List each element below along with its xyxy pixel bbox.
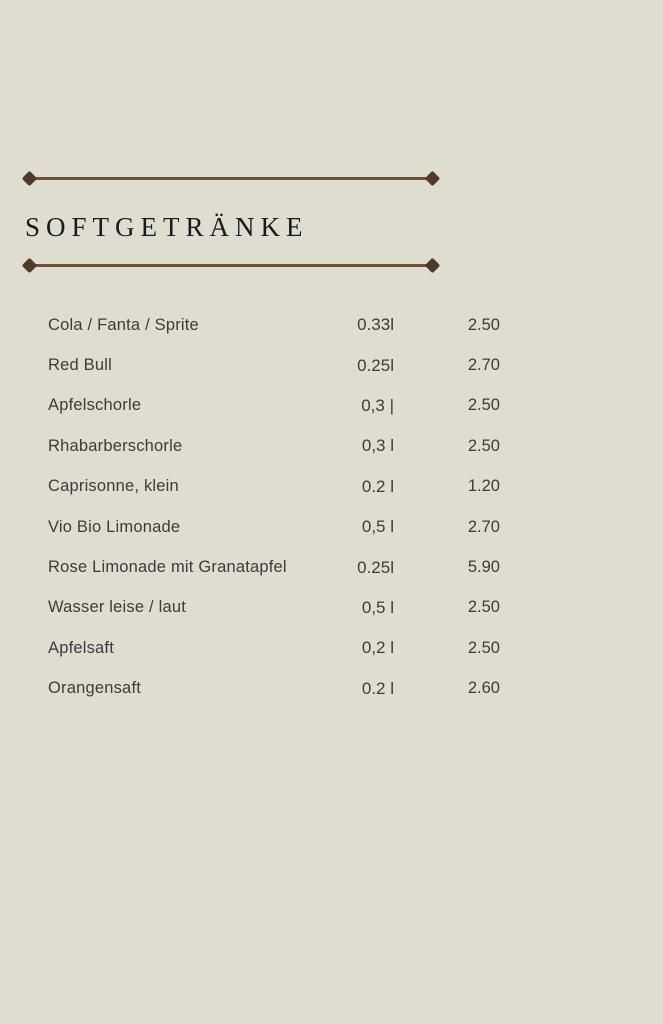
menu-item-size: 0.2 l bbox=[361, 678, 394, 698]
menu-item-price: 2.50 bbox=[467, 436, 500, 455]
menu-item-row: Apfelschorle 0,3 | 2.50 bbox=[48, 386, 500, 426]
menu-item-price: 2.50 bbox=[467, 396, 500, 415]
menu-item-size: 0.25l bbox=[357, 557, 394, 577]
page-title: SOFTGETRÄNKE bbox=[25, 212, 309, 243]
menu-item-size: 0.2 l bbox=[361, 476, 394, 496]
menu-item-size: 0,3 l bbox=[361, 436, 394, 456]
menu-item-row: Rhabarberschorle 0,3 l 2.50 bbox=[48, 426, 500, 466]
menu-item-name: Caprisonne, klein bbox=[48, 477, 179, 496]
rule-line bbox=[32, 264, 430, 267]
menu-item-size: 0,5 l bbox=[361, 597, 394, 617]
menu-item-row: Orangensaft 0.2 l 2.60 bbox=[48, 669, 500, 709]
menu-item-size: 0.25l bbox=[357, 355, 394, 375]
menu-item-name: Apfelsaft bbox=[48, 638, 115, 657]
menu-item-name: Cola / Fanta / Sprite bbox=[48, 315, 199, 334]
menu-item-price: 2.50 bbox=[467, 638, 500, 657]
menu-list: Cola / Fanta / Sprite 0.33l 2.50 Red Bul… bbox=[48, 305, 500, 709]
menu-item-price: 2.50 bbox=[467, 598, 500, 617]
diamond-ornament-left bbox=[21, 170, 38, 187]
menu-item-name: Apfelschorle bbox=[48, 396, 142, 415]
menu-item-name: Rose Limonade mit Granatapfel bbox=[48, 558, 287, 577]
menu-item-size: 0,3 | bbox=[361, 395, 394, 415]
menu-item-size: 0.33l bbox=[357, 315, 394, 335]
diamond-ornament-right bbox=[424, 257, 441, 274]
diamond-ornament-right bbox=[424, 170, 441, 187]
menu-item-row: Vio Bio Limonade 0,5 l 2.70 bbox=[48, 507, 500, 547]
menu-item-size: 0,5 l bbox=[361, 517, 394, 537]
menu-item-row: Rose Limonade mit Granatapfel 0.25l 5.90 bbox=[48, 547, 500, 587]
menu-item-price: 2.70 bbox=[467, 517, 500, 536]
menu-item-name: Vio Bio Limonade bbox=[48, 517, 181, 536]
menu-item-row: Red Bull 0.25l 2.70 bbox=[48, 345, 500, 385]
decorative-rule-bottom bbox=[21, 257, 441, 274]
diamond-ornament-left bbox=[21, 257, 38, 274]
menu-item-price: 2.50 bbox=[467, 315, 500, 334]
menu-item-name: Wasser leise / laut bbox=[48, 598, 186, 617]
rule-line bbox=[32, 177, 430, 180]
menu-item-price: 2.70 bbox=[467, 356, 500, 375]
menu-item-row: Cola / Fanta / Sprite 0.33l 2.50 bbox=[48, 305, 500, 345]
menu-item-name: Red Bull bbox=[48, 356, 112, 375]
menu-item-price: 1.20 bbox=[467, 477, 500, 496]
menu-item-price: 2.60 bbox=[467, 679, 500, 698]
menu-item-row: Apfelsaft 0,2 l 2.50 bbox=[48, 628, 500, 668]
menu-item-price: 5.90 bbox=[467, 558, 500, 577]
decorative-rule-top bbox=[21, 170, 441, 187]
menu-item-name: Rhabarberschorle bbox=[48, 436, 183, 455]
menu-item-name: Orangensaft bbox=[48, 679, 142, 698]
menu-item-row: Wasser leise / laut 0,5 l 2.50 bbox=[48, 588, 500, 628]
menu-item-size: 0,2 l bbox=[361, 638, 394, 658]
menu-item-row: Caprisonne, klein 0.2 l 1.20 bbox=[48, 467, 500, 507]
